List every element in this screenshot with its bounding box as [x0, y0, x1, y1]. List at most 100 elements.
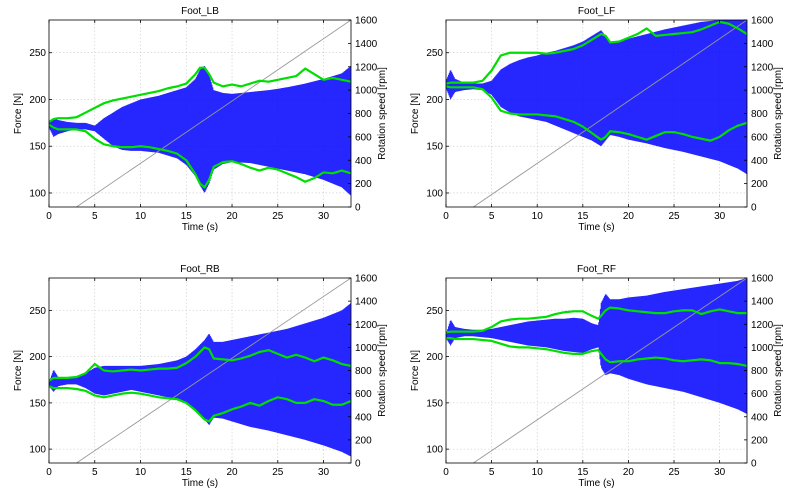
envelope-lower-line: [49, 123, 351, 189]
chart-foot-rb: 0 5 10 15 20 25 30 100 150 200 250 0 200 400 600 800 100…: [13, 264, 388, 489]
x-tick-label: 20: [623, 211, 635, 222]
x-axis-label: Time (s): [182, 478, 218, 489]
envelope-lower-line: [49, 385, 351, 423]
signal-line: [446, 278, 747, 414]
y-tick-label: 100: [426, 445, 443, 456]
x-tick-label: 5: [489, 467, 495, 478]
envelope-upper-line: [446, 306, 747, 334]
chart-foot-lf: 0 5 10 15 20 25 30 100 150 200 250 0 200 400 600 800 100…: [410, 6, 784, 233]
y2-tick-label: 1000: [355, 86, 378, 97]
speed-line: [76, 20, 351, 207]
y-tick-label: 100: [29, 188, 46, 199]
y2-tick-label: 1600: [751, 16, 774, 27]
y2-tick-label: 1600: [355, 16, 378, 27]
y2-axis-label: Rotation speed [rpm]: [377, 67, 388, 160]
y-axis-label: Force [N]: [13, 93, 24, 134]
y2-tick-label: 1200: [355, 320, 378, 331]
x-tick-label: 20: [226, 211, 238, 222]
envelope-upper-line: [446, 20, 747, 85]
x-tick-label: 25: [272, 211, 284, 222]
x-tick-label: 0: [46, 467, 52, 478]
y2-tick-label: 400: [355, 156, 372, 167]
y2-tick-label: 1600: [355, 274, 378, 285]
chart-foot-lb: 0 5 10 15 20 25 30 100 150 200 250 0 200 400 600 800 100…: [13, 6, 388, 233]
x-tick-label: 30: [714, 467, 726, 478]
x-tick-label: 5: [92, 467, 98, 478]
envelope-upper-line: [49, 346, 351, 382]
y2-tick-label: 200: [355, 435, 372, 446]
y2-tick-label: 1200: [751, 62, 774, 73]
x-axis-label: Time (s): [182, 222, 218, 233]
y2-tick-label: 0: [751, 203, 757, 214]
x-tick-label: 0: [46, 211, 52, 222]
x-tick-label: 15: [181, 211, 193, 222]
x-tick-label: 10: [532, 211, 544, 222]
plot-area: [49, 20, 351, 207]
x-tick-label: 10: [532, 467, 544, 478]
y-axis-label: Force [N]: [410, 350, 421, 391]
y-tick-label: 250: [426, 48, 443, 59]
y2-axis-label: Rotation speed [rpm]: [377, 324, 388, 417]
x-tick-label: 25: [272, 467, 284, 478]
y2-tick-label: 400: [751, 412, 768, 423]
envelope-lower-line: [446, 337, 747, 367]
plot-area: [446, 278, 747, 463]
y2-tick-label: 600: [355, 132, 372, 143]
y-tick-label: 200: [29, 352, 46, 363]
y-tick-label: 150: [29, 398, 46, 409]
speed-line: [473, 20, 747, 207]
chart-title: Foot_LF: [578, 6, 615, 17]
x-tick-label: 5: [489, 211, 495, 222]
y-tick-label: 250: [426, 306, 443, 317]
y2-tick-label: 1000: [751, 343, 774, 354]
y2-tick-label: 1000: [751, 86, 774, 97]
y-tick-label: 150: [426, 142, 443, 153]
y-tick-label: 150: [29, 142, 46, 153]
y-tick-label: 250: [29, 306, 46, 317]
x-axis-label: Time (s): [578, 478, 614, 489]
y2-tick-label: 800: [751, 366, 768, 377]
y2-tick-label: 800: [751, 109, 768, 120]
y2-tick-label: 800: [355, 366, 372, 377]
x-tick-label: 30: [714, 211, 726, 222]
chart-title: Foot_LB: [181, 6, 219, 17]
speed-line: [473, 278, 747, 463]
y2-tick-label: 0: [751, 459, 757, 470]
y2-tick-label: 200: [751, 179, 768, 190]
x-tick-label: 10: [135, 467, 147, 478]
y2-tick-label: 200: [751, 435, 768, 446]
y-axis-label: Force [N]: [13, 350, 24, 391]
x-axis-label: Time (s): [578, 222, 614, 233]
x-tick-label: 30: [318, 467, 330, 478]
y2-tick-label: 1600: [751, 274, 774, 285]
y2-tick-label: 1400: [355, 39, 378, 50]
y2-axis-label: Rotation speed [rpm]: [773, 324, 784, 417]
y-tick-label: 150: [426, 398, 443, 409]
y2-tick-label: 1400: [751, 297, 774, 308]
y2-tick-label: 600: [751, 389, 768, 400]
y2-tick-label: 1400: [751, 39, 774, 50]
x-tick-label: 10: [135, 211, 147, 222]
y2-tick-label: 600: [751, 132, 768, 143]
y2-tick-label: 1200: [751, 320, 774, 331]
plot-area: [446, 20, 747, 207]
y-tick-label: 100: [426, 188, 443, 199]
x-tick-label: 30: [318, 211, 330, 222]
y2-tick-label: 1200: [355, 62, 378, 73]
y-tick-label: 100: [29, 445, 46, 456]
x-tick-label: 15: [577, 211, 589, 222]
plot-area: [49, 278, 351, 463]
y-tick-label: 200: [29, 95, 46, 106]
x-tick-label: 20: [226, 467, 238, 478]
x-tick-label: 15: [181, 467, 193, 478]
y2-tick-label: 800: [355, 109, 372, 120]
x-tick-label: 0: [443, 467, 449, 478]
speed-line: [76, 278, 351, 463]
y2-tick-label: 1000: [355, 343, 378, 354]
y2-tick-label: 200: [355, 179, 372, 190]
y2-tick-label: 0: [355, 203, 361, 214]
y2-tick-label: 400: [355, 412, 372, 423]
x-tick-label: 20: [623, 467, 635, 478]
